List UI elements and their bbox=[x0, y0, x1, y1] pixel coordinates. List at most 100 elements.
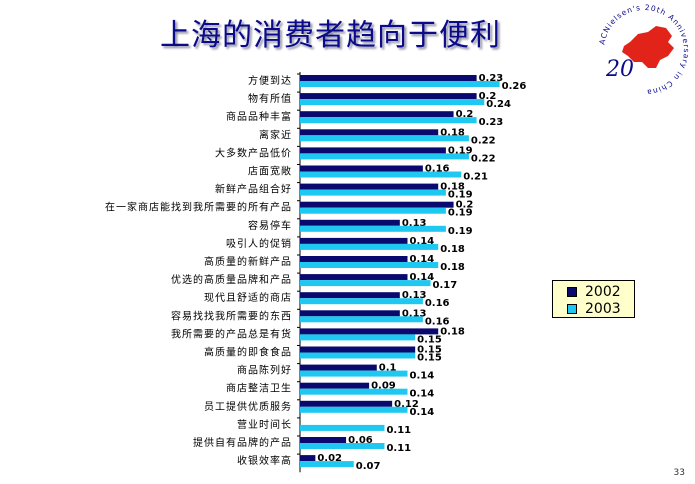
data-label-2002: 0.2 bbox=[456, 200, 474, 211]
data-label-2003: 0.21 bbox=[463, 172, 488, 183]
category-label: 新鲜产品组合好 bbox=[215, 183, 292, 196]
data-label-2002: 0.02 bbox=[317, 453, 342, 464]
category-label: 容易找找我所需要的东西 bbox=[171, 309, 292, 322]
category-label: 员工提供优质服务 bbox=[204, 400, 292, 413]
china-map-icon bbox=[622, 26, 674, 68]
category-label: 方便到达 bbox=[248, 74, 292, 87]
data-label-2003: 0.14 bbox=[410, 407, 435, 418]
data-label-2003: 0.11 bbox=[386, 425, 411, 436]
data-label-2003: 0.26 bbox=[502, 81, 527, 92]
legend-item-2002: 2002 bbox=[567, 283, 634, 300]
bar-2003 bbox=[300, 406, 408, 413]
bar-2002 bbox=[300, 400, 393, 407]
category-label: 高质量的新鲜产品 bbox=[204, 255, 292, 268]
data-label-2002: 0.14 bbox=[410, 272, 435, 283]
logo-number: 20 bbox=[605, 57, 634, 82]
data-label-2002: 0.15 bbox=[417, 345, 442, 356]
data-label-2002: 0.18 bbox=[440, 127, 465, 138]
data-label-2002: 0.23 bbox=[479, 73, 504, 84]
bar-2002 bbox=[300, 129, 439, 136]
bar-2002 bbox=[300, 75, 477, 81]
data-label-2002: 0.13 bbox=[402, 290, 427, 301]
category-label: 店面宽敞 bbox=[248, 165, 292, 178]
category-label: 商品品种丰富 bbox=[226, 110, 292, 123]
data-label-2003: 0.07 bbox=[356, 461, 381, 472]
category-label: 提供自有品牌的产品 bbox=[193, 436, 292, 449]
category-label: 商店整洁卫生 bbox=[226, 382, 292, 395]
bar-2003 bbox=[300, 171, 462, 178]
bar-2002 bbox=[300, 201, 454, 208]
data-label-2003: 0.11 bbox=[386, 443, 411, 454]
category-label: 容易停车 bbox=[248, 219, 292, 232]
legend-label-2002: 2002 bbox=[585, 283, 621, 300]
bar-2003 bbox=[300, 280, 431, 287]
data-label-2002: 0.13 bbox=[402, 308, 427, 319]
bar-2002 bbox=[300, 364, 377, 371]
bar-2003 bbox=[300, 81, 500, 87]
category-label: 在一家商店能找到我所需要的所有产品 bbox=[105, 201, 292, 214]
bar-2002 bbox=[300, 165, 423, 172]
legend-item-2003: 2003 bbox=[567, 300, 634, 317]
data-label-2003: 0.23 bbox=[479, 117, 504, 128]
data-label-2003: 0.15 bbox=[417, 334, 442, 345]
bar-2002 bbox=[300, 219, 400, 226]
data-label-2002: 0.18 bbox=[440, 326, 465, 337]
data-label-2002: 0.09 bbox=[371, 381, 396, 392]
data-label-2002: 0.06 bbox=[348, 435, 373, 446]
data-label-2002: 0.14 bbox=[410, 236, 435, 247]
bar-2002 bbox=[300, 93, 477, 100]
bar-2002 bbox=[300, 455, 316, 462]
category-label: 营业时间长 bbox=[237, 418, 292, 431]
category-label: 高质量的即食食品 bbox=[204, 346, 292, 359]
data-label-2003: 0.15 bbox=[417, 353, 442, 364]
data-label-2003: 0.19 bbox=[448, 208, 473, 219]
data-label-2002: 0.18 bbox=[440, 182, 465, 193]
data-label-2002: 0.14 bbox=[410, 254, 435, 265]
bar-2003 bbox=[300, 135, 469, 142]
page-number: 33 bbox=[673, 468, 685, 478]
data-label-2002: 0.1 bbox=[379, 363, 397, 374]
legend-label-2003: 2003 bbox=[585, 300, 621, 317]
data-label-2002: 0.16 bbox=[425, 164, 450, 175]
bar-2003 bbox=[300, 461, 354, 468]
bar-2003 bbox=[300, 99, 485, 106]
legend-swatch-2003 bbox=[567, 303, 577, 314]
data-label-2002: 0.13 bbox=[402, 218, 427, 229]
data-label-2003: 0.24 bbox=[486, 99, 511, 110]
bar-2003 bbox=[300, 388, 408, 395]
bar-2002 bbox=[300, 147, 446, 154]
bar-2003 bbox=[300, 370, 408, 377]
bar-2002 bbox=[300, 256, 408, 262]
data-label-2003: 0.16 bbox=[425, 316, 450, 327]
bar-2002 bbox=[300, 237, 408, 244]
data-label-2003: 0.16 bbox=[425, 298, 450, 309]
data-label-2003: 0.18 bbox=[440, 244, 465, 255]
data-label-2002: 0.2 bbox=[456, 109, 474, 120]
category-label: 物有所值 bbox=[248, 92, 292, 105]
data-label-2003: 0.18 bbox=[440, 262, 465, 273]
data-label-2003: 0.22 bbox=[471, 135, 496, 146]
data-label-2003: 0.22 bbox=[471, 153, 496, 164]
bar-2003 bbox=[300, 243, 439, 250]
bar-2002 bbox=[300, 382, 370, 389]
category-label: 吸引人的促销 bbox=[226, 237, 292, 250]
data-label-2002: 0.2 bbox=[479, 91, 497, 102]
data-label-2003: 0.14 bbox=[410, 371, 435, 382]
bar-2002 bbox=[300, 274, 408, 281]
bar-2003 bbox=[300, 443, 385, 449]
chart-legend: 2002 2003 bbox=[552, 280, 635, 318]
bar-2002 bbox=[300, 437, 347, 443]
data-label-2003: 0.19 bbox=[448, 226, 473, 237]
bar-2002 bbox=[300, 310, 400, 317]
category-label: 优选的高质量品牌和产品 bbox=[171, 273, 292, 286]
bar-2003 bbox=[300, 153, 469, 160]
bar-2003 bbox=[300, 117, 477, 124]
anniversary-logo: ACNielsen's 20th Anniversary in China 20 bbox=[597, 3, 691, 97]
bar-2002 bbox=[300, 328, 439, 335]
bar-2003 bbox=[300, 316, 423, 323]
bar-2002 bbox=[300, 346, 416, 353]
category-label: 收银效率高 bbox=[237, 454, 292, 467]
bar-2003 bbox=[300, 207, 446, 214]
